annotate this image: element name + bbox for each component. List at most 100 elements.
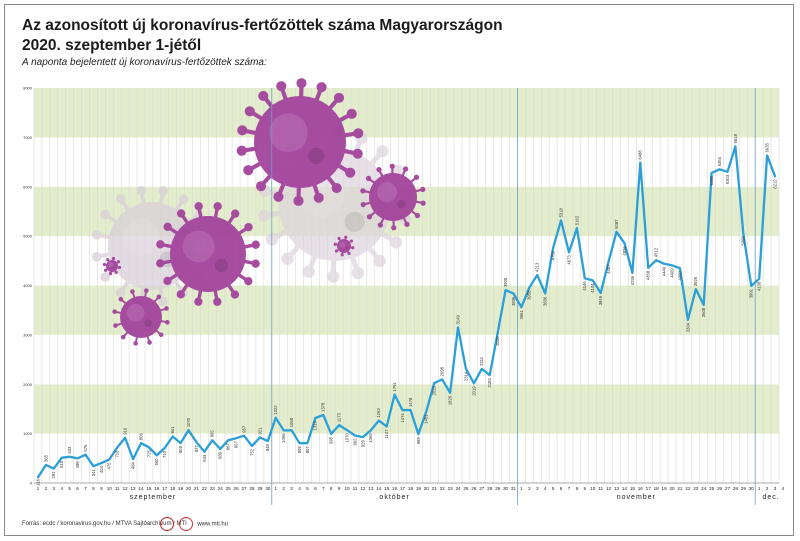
chart-title: Az azonosított új koronavírus-fertőzötte…	[22, 17, 503, 34]
x-tick-label: 27	[725, 486, 731, 491]
data-point	[417, 433, 420, 436]
x-tick-label: 12	[606, 486, 612, 491]
x-axis-ticks: 1 2 3 4 5 6 7 8 9 10 11 12 13 14 15 16 17 18 19 20 21 22 23 24 2…	[37, 486, 785, 491]
y-tick-label: 5000	[23, 234, 33, 239]
data-point	[322, 414, 325, 416]
data-point	[369, 429, 372, 432]
data-label: 957	[241, 425, 246, 433]
data-label: 3149	[455, 315, 460, 325]
data-point	[338, 424, 341, 426]
virus-icon	[333, 235, 355, 257]
data-point	[480, 367, 483, 370]
data-label: 807	[305, 445, 310, 453]
data-point	[52, 467, 55, 470]
data-point	[298, 442, 301, 445]
x-tick-label: 19	[178, 486, 184, 491]
data-label: 484	[130, 461, 135, 469]
x-tick-label: 2	[766, 486, 769, 491]
data-label: 1322	[273, 405, 278, 415]
x-tick-label: 16	[154, 486, 160, 491]
x-tick-label: 24	[218, 486, 224, 491]
data-label: 3836	[511, 296, 516, 306]
x-tick-label: 7	[568, 486, 571, 491]
data-point	[203, 450, 206, 453]
data-label: 1066	[281, 433, 286, 443]
data-label: 2314	[463, 371, 468, 381]
x-tick-label: 30	[749, 486, 755, 491]
x-tick-label: 14	[138, 486, 144, 491]
data-point	[718, 168, 721, 171]
data-label: 4673	[566, 255, 571, 265]
x-tick-label: 6	[76, 486, 79, 491]
x-tick-label: 10	[590, 486, 596, 491]
x-tick-label: 29	[741, 486, 747, 491]
data-label: 292	[51, 471, 56, 479]
data-label: 1451	[424, 414, 429, 424]
x-tick-label: 7	[84, 486, 87, 491]
footer-source: Forrás: ecdc / koronavirus.gov.hu / MTVA…	[22, 521, 187, 527]
x-tick-label: 2	[45, 486, 48, 491]
data-point	[655, 259, 658, 262]
x-tick-label: 29	[495, 486, 501, 491]
virus-icon	[360, 163, 426, 231]
x-tick-label: 22	[685, 486, 691, 491]
data-label: 2019	[471, 386, 476, 396]
data-label: 827	[194, 445, 199, 453]
mti-logo-icon	[178, 517, 193, 531]
data-point	[330, 432, 333, 435]
data-label: 4440	[661, 266, 666, 276]
x-tick-label: 17	[400, 486, 406, 491]
data-point	[750, 285, 753, 287]
data-label: 6354	[717, 156, 722, 166]
data-point	[631, 271, 634, 274]
data-label: 4104	[590, 283, 595, 293]
x-tick-label: 14	[376, 486, 382, 491]
data-point	[544, 292, 547, 295]
x-tick-label: 20	[186, 486, 192, 491]
month-label: november	[617, 494, 656, 501]
data-label: 689	[218, 451, 223, 459]
x-tick-label: 8	[576, 486, 579, 491]
x-tick-label: 22	[440, 486, 446, 491]
data-point	[116, 446, 119, 449]
x-tick-label: 30	[503, 486, 509, 491]
x-tick-label: 13	[368, 486, 374, 491]
data-label: 907	[234, 441, 239, 449]
data-point	[457, 326, 459, 329]
data-label: 989	[416, 437, 421, 445]
x-tick-label: 17	[646, 486, 652, 491]
x-tick-label: 23	[210, 486, 216, 491]
data-label: 533	[67, 446, 72, 454]
data-point	[702, 303, 705, 306]
data-label: 2184	[487, 378, 492, 388]
data-point	[758, 277, 761, 280]
data-point	[615, 230, 618, 233]
data-label: 6635	[765, 142, 770, 152]
data-label: 4146	[582, 281, 587, 291]
data-label: 404	[99, 465, 104, 473]
x-tick-label: 1	[37, 486, 40, 491]
data-point	[235, 437, 238, 440]
data-point	[258, 436, 261, 439]
y-tick-label: 7000	[23, 135, 33, 140]
x-tick-label: 30	[265, 486, 271, 491]
data-point	[726, 170, 729, 173]
y-tick-label: 4000	[23, 283, 33, 288]
data-point	[92, 465, 95, 468]
x-tick-label: 20	[669, 486, 675, 491]
data-point	[68, 455, 71, 458]
x-tick-label: 13	[614, 486, 620, 491]
data-point	[140, 442, 142, 445]
footer-logos: www.mti.hu	[160, 517, 228, 531]
data-point	[607, 260, 610, 263]
x-tick-label: 17	[162, 486, 168, 491]
data-point	[211, 439, 214, 442]
data-point	[742, 232, 745, 235]
data-label: 3030	[495, 336, 500, 346]
data-label: 6280	[709, 175, 714, 185]
data-point	[671, 264, 673, 267]
data-label: 6303	[725, 174, 730, 184]
data-label: 806	[297, 446, 302, 454]
y-tick-label: 6000	[23, 184, 33, 189]
data-label: 3849	[598, 295, 603, 305]
